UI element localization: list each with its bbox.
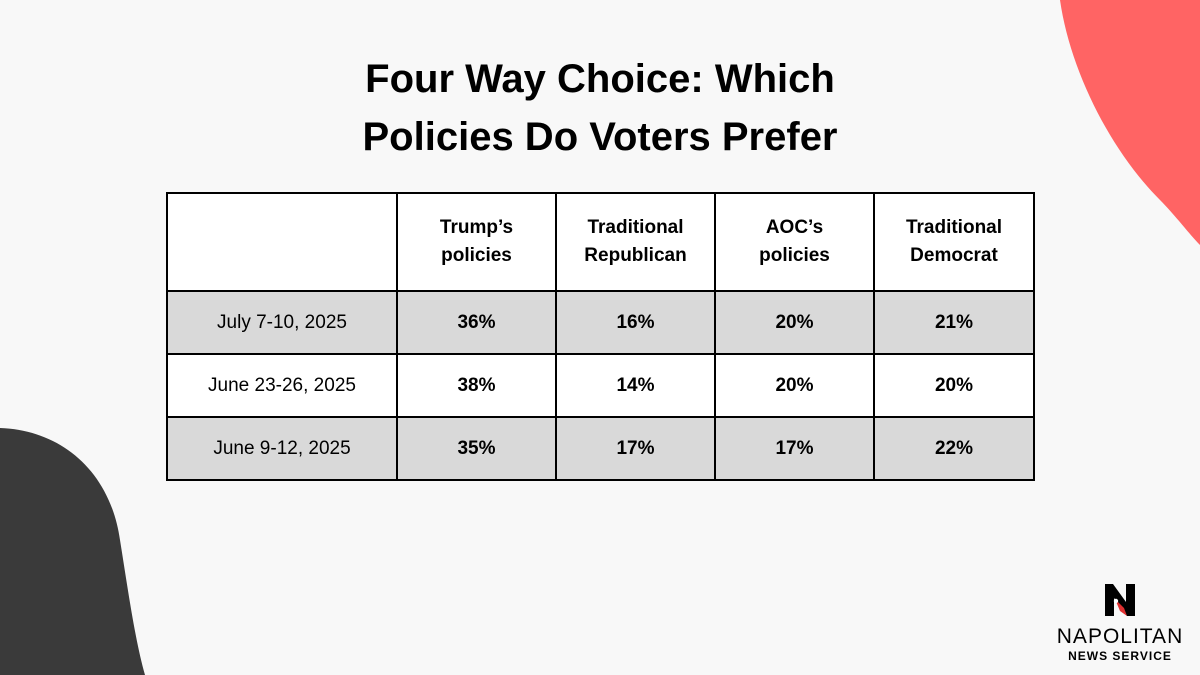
- cell-value: 17%: [714, 416, 875, 481]
- column-header-label: Traditional Republican: [584, 217, 687, 266]
- page-title: Four Way Choice: Which Policies Do Voter…: [300, 50, 900, 166]
- cell-value: 14%: [555, 353, 716, 418]
- row-date: July 7-10, 2025: [166, 290, 398, 355]
- title-line-2: Policies Do Voters Prefer: [362, 115, 838, 159]
- table-row: July 7-10, 2025 36% 16% 20% 21%: [166, 290, 1035, 355]
- row-date: June 23-26, 2025: [166, 353, 398, 418]
- cell-value: 17%: [555, 416, 716, 481]
- cell-value: 38%: [396, 353, 557, 418]
- dark-corner-blob: [0, 428, 145, 675]
- column-header: AOC’s policies: [714, 192, 875, 292]
- cell-value: 20%: [873, 353, 1035, 418]
- column-header: Traditional Democrat: [873, 192, 1035, 292]
- cell-value: 35%: [396, 416, 557, 481]
- header-row: Trump’s policies Traditional Republican AO…: [166, 192, 1035, 292]
- row-date: June 9-12, 2025: [166, 416, 398, 481]
- column-header-label: Trump’s policies: [439, 217, 514, 266]
- cell-value: 20%: [714, 290, 875, 355]
- corner-cell: [166, 192, 398, 292]
- table-row: June 23-26, 2025 38% 14% 20% 20%: [166, 353, 1035, 418]
- logo-brand-text: NAPOLITAN: [1056, 625, 1184, 648]
- table-row: June 9-12, 2025 35% 17% 17% 22%: [166, 416, 1035, 481]
- cell-value: 36%: [396, 290, 557, 355]
- napolitan-n-logo-icon: [1105, 584, 1135, 616]
- cell-value: 21%: [873, 290, 1035, 355]
- cell-value: 16%: [555, 290, 716, 355]
- cell-value: 22%: [873, 416, 1035, 481]
- red-corner-blob: [1060, 0, 1200, 245]
- napolitan-logo: NAPOLITAN NEWS SERVICE: [1040, 582, 1200, 663]
- poll-table: Trump’s policies Traditional Republican AO…: [166, 192, 1035, 481]
- column-header: Trump’s policies: [396, 192, 557, 292]
- logo-subtitle-text: NEWS SERVICE: [1068, 649, 1172, 663]
- title-line-1: Four Way Choice: Which: [365, 57, 835, 101]
- cell-value: 20%: [714, 353, 875, 418]
- column-header-label: AOC’s policies: [759, 217, 830, 266]
- column-header-label: Traditional Democrat: [905, 217, 1003, 266]
- column-header: Traditional Republican: [555, 192, 716, 292]
